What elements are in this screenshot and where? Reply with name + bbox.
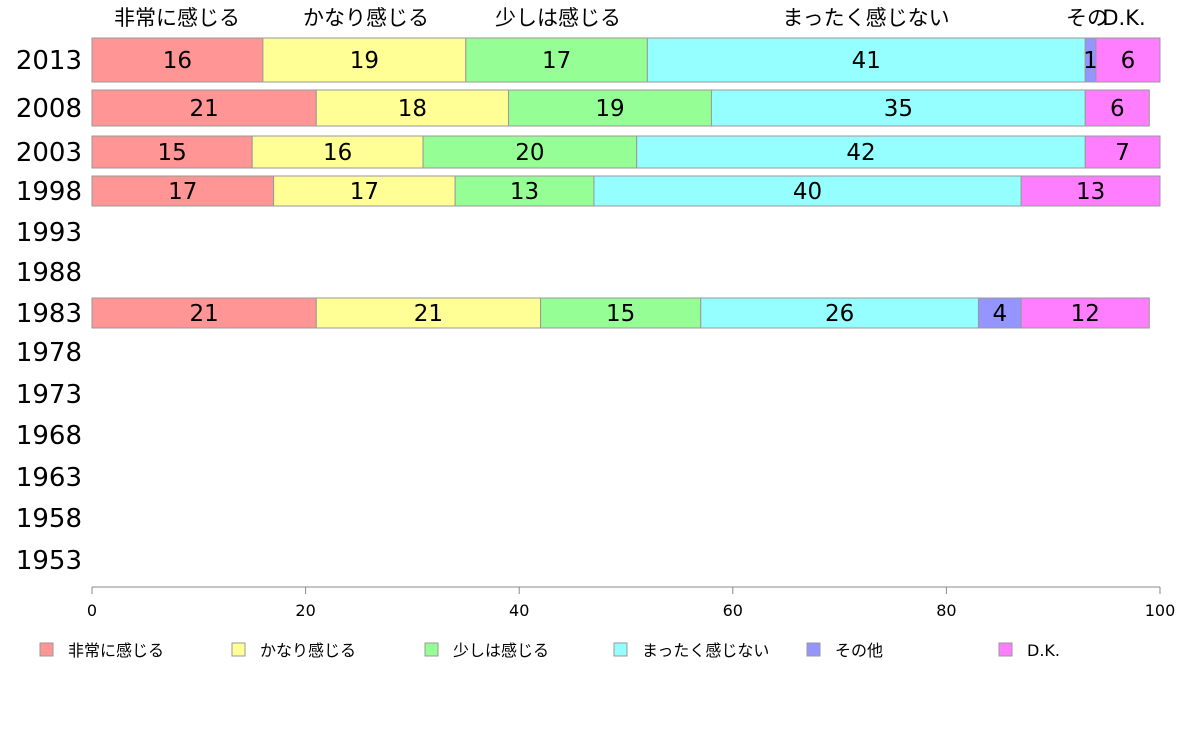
y-tick-label: 1973 — [16, 380, 82, 410]
x-tick-label: 40 — [509, 601, 529, 620]
data-label: 35 — [884, 96, 913, 122]
bar-segment — [1020, 175, 1161, 207]
data-label: 7 — [1115, 140, 1130, 166]
data-label: 21 — [189, 301, 218, 327]
y-tick-label: 1993 — [16, 218, 82, 248]
y-tick-label: 1958 — [16, 504, 82, 534]
legend-label: まったく感じない — [642, 641, 769, 660]
legend-label: その他 — [835, 641, 883, 660]
bar-segment — [1084, 89, 1150, 127]
y-tick-label: 1963 — [16, 463, 82, 493]
bar-segment — [262, 37, 467, 83]
data-label: 15 — [157, 140, 186, 166]
legend-label: D.K. — [1027, 641, 1060, 660]
bar-segment — [1095, 37, 1161, 83]
bar-segment — [646, 37, 1086, 83]
legend-swatch — [806, 642, 821, 657]
data-label: 12 — [1071, 301, 1100, 327]
top-label: 非常に感じる — [114, 6, 240, 30]
bar-segment — [508, 89, 712, 127]
data-label: 4 — [992, 301, 1007, 327]
top-label: まったく感じない — [782, 6, 949, 30]
y-tick-label: 2008 — [16, 94, 82, 124]
data-label: 16 — [163, 48, 192, 74]
bar-segment — [91, 135, 253, 169]
data-label: 1 — [1083, 48, 1098, 74]
x-tick-label: 20 — [295, 601, 315, 620]
y-tick-label: 1983 — [16, 299, 82, 329]
legend-swatch — [39, 642, 54, 657]
legend-swatch — [998, 642, 1013, 657]
y-axis-labels: 2013 2008 2003 1998 1993 1988 1983 1978 1973 1968… — [16, 46, 82, 576]
data-label: 19 — [595, 96, 624, 122]
data-label: 13 — [1076, 179, 1105, 205]
data-label: 41 — [852, 48, 881, 74]
bar-segment — [273, 175, 456, 207]
data-label: 15 — [606, 301, 635, 327]
legend-swatch — [613, 642, 628, 657]
bar-segment — [91, 37, 264, 83]
data-label: 13 — [510, 179, 539, 205]
y-tick-label: 1978 — [16, 338, 82, 368]
legend-swatch — [424, 642, 439, 657]
y-tick-label: 1998 — [16, 177, 82, 207]
x-tick-label: 80 — [936, 601, 956, 620]
data-label: 20 — [515, 140, 544, 166]
bar-segment — [593, 175, 1022, 207]
legend-swatch — [231, 642, 246, 657]
bar-segment — [1084, 135, 1161, 169]
legend-label: 非常に感じる — [68, 641, 164, 660]
x-axis: 0 20 40 60 80 100 — [87, 586, 1176, 620]
data-label: 42 — [846, 140, 875, 166]
data-label: 16 — [323, 140, 352, 166]
top-label: かなり感じる — [303, 6, 429, 30]
bar-segment — [422, 135, 638, 169]
data-label: 26 — [825, 301, 854, 327]
top-label: D.K. — [1102, 6, 1145, 30]
data-label: 6 — [1121, 48, 1136, 74]
y-tick-label: 1953 — [16, 546, 82, 576]
top-labels: 非常に感じる かなり感じる 少しは感じる まったく感じない そのD.K. — [114, 6, 1146, 30]
data-label: 17 — [168, 179, 197, 205]
data-label: 21 — [189, 96, 218, 122]
bar-segment — [465, 37, 648, 83]
data-label: 17 — [542, 48, 571, 74]
bar-segment — [710, 89, 1086, 127]
bar-segment — [315, 89, 510, 127]
y-tick-label: 2003 — [16, 138, 82, 168]
data-label: 19 — [350, 48, 379, 74]
x-tick-label: 60 — [723, 601, 743, 620]
legend-label: 少しは感じる — [453, 641, 549, 660]
top-label: その — [1066, 6, 1108, 30]
x-tick-label: 0 — [87, 601, 97, 620]
bar-segment — [91, 175, 275, 207]
bar-segment — [91, 89, 317, 127]
data-label: 6 — [1110, 96, 1125, 122]
y-tick-label: 2013 — [16, 46, 82, 76]
y-tick-label: 1988 — [16, 258, 82, 288]
bar-segment — [977, 297, 1022, 329]
bar-segment — [636, 135, 1086, 169]
data-label: 17 — [350, 179, 379, 205]
data-label: 18 — [398, 96, 427, 122]
bar-segment — [540, 297, 702, 329]
bars: 16 19 17 41 1 6 21 18 19 35 6 15 16 20 42 7 17 17 13 40 13 21… — [91, 37, 1161, 329]
legend: 非常に感じる かなり感じる 少しは感じる まったく感じない その他 D.K. — [39, 641, 1060, 660]
bar-segment — [315, 297, 542, 329]
data-label: 40 — [793, 179, 822, 205]
top-label: 少しは感じる — [495, 6, 621, 30]
y-tick-label: 1968 — [16, 421, 82, 451]
legend-label: かなり感じる — [260, 641, 356, 660]
x-tick-label: 100 — [1145, 601, 1176, 620]
bar-segment — [91, 297, 317, 329]
bar-segment — [1020, 297, 1150, 329]
data-label: 21 — [414, 301, 443, 327]
